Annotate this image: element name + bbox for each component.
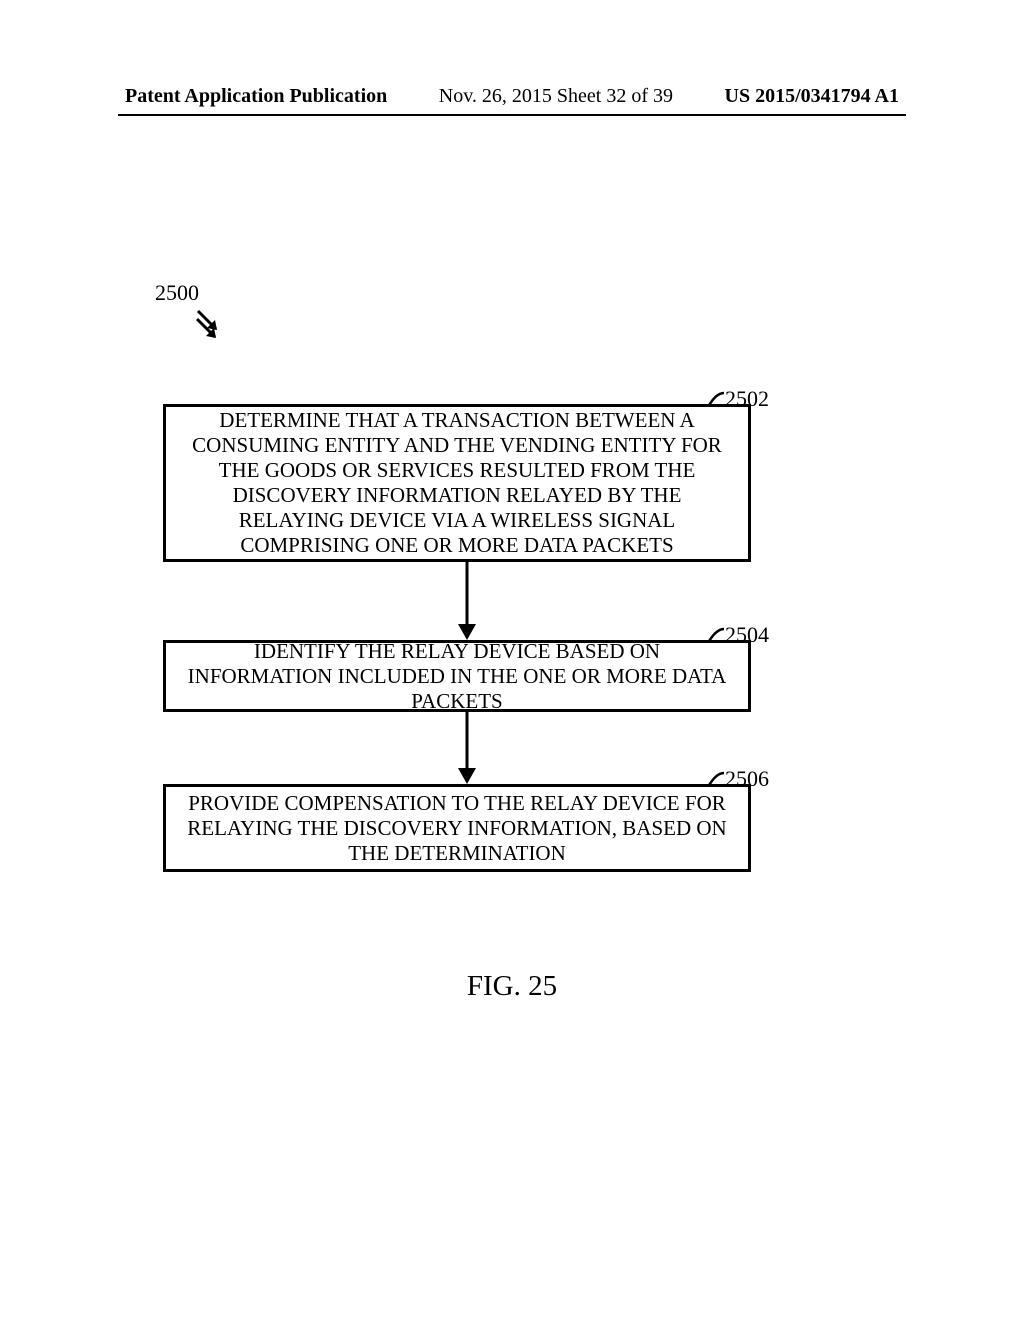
main-ref-number: 2500 xyxy=(155,280,199,306)
header-divider xyxy=(118,114,906,116)
flowchart-step-3: PROVIDE COMPENSATION TO THE RELAY DEVICE… xyxy=(163,784,751,872)
figure-caption: FIG. 25 xyxy=(0,970,1024,1003)
header-right-text: US 2015/0341794 A1 xyxy=(725,85,899,108)
diagonal-arrow-icon xyxy=(195,308,235,348)
flowchart-step-1: DETERMINE THAT A TRANSACTION BETWEEN A C… xyxy=(163,404,751,562)
flowchart-step-2: IDENTIFY THE RELAY DEVICE BASED ON INFOR… xyxy=(163,640,751,712)
step-2-text: IDENTIFY THE RELAY DEVICE BASED ON INFOR… xyxy=(181,639,733,714)
header-center-text: Nov. 26, 2015 Sheet 32 of 39 xyxy=(439,85,673,108)
header-left-text: Patent Application Publication xyxy=(125,85,387,108)
connector-arrow-1 xyxy=(455,562,479,642)
step-1-text: DETERMINE THAT A TRANSACTION BETWEEN A C… xyxy=(181,408,733,558)
connector-arrow-2 xyxy=(455,712,479,786)
page-header: Patent Application Publication Nov. 26, … xyxy=(0,85,1024,108)
step-3-text: PROVIDE COMPENSATION TO THE RELAY DEVICE… xyxy=(181,791,733,866)
